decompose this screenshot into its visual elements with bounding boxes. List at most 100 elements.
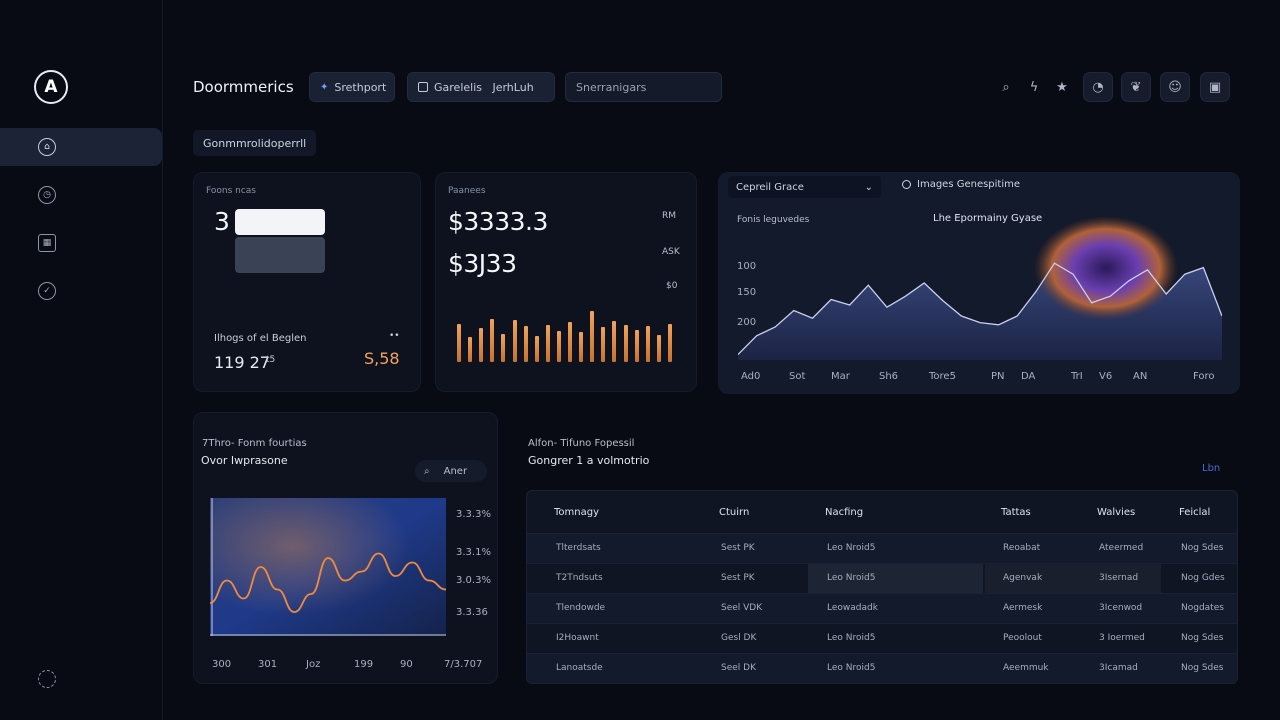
- table-cell: Nog Sdes: [1181, 633, 1224, 643]
- x-tick: Sh6: [879, 371, 899, 382]
- table-cell: Nogdates: [1181, 603, 1224, 613]
- y-tick: 200: [737, 317, 757, 328]
- gift-icon[interactable]: ❦: [1121, 72, 1151, 102]
- bar: [501, 334, 505, 362]
- column-header[interactable]: Walvies: [1097, 507, 1136, 518]
- table-cell: Aeemmuk: [1003, 663, 1049, 673]
- bar: [457, 324, 461, 362]
- stat-value-primary: $3333.3: [448, 207, 548, 236]
- bar: [590, 311, 594, 362]
- x-tick: 301: [258, 659, 278, 670]
- search-field[interactable]: Snerranigars: [565, 72, 722, 102]
- image-blob: [1034, 216, 1178, 320]
- table-cell: Reoabat: [1003, 543, 1041, 553]
- bar: [624, 325, 628, 362]
- table-cell: Seel VDK: [721, 603, 763, 613]
- x-tick: Tore5: [929, 371, 956, 382]
- bar: [635, 330, 639, 362]
- x-tick: Joz: [306, 659, 321, 670]
- bar: [601, 327, 605, 362]
- tab-label: Images Genespitime: [917, 179, 1021, 190]
- table-cell: Peoolout: [1003, 633, 1042, 643]
- sidebar-item-settings[interactable]: [0, 660, 162, 698]
- bolt-icon[interactable]: ϟ: [1029, 79, 1039, 95]
- section-label: Gonmmrolidoperrll: [193, 130, 317, 156]
- table-row[interactable]: I2Hoawnt Gesl DK Leo Nroid5 Peoolout 3 Ioerm…: [527, 623, 1237, 653]
- table-cell: Sest PK: [721, 573, 755, 583]
- table-cell: Seel DK: [721, 663, 756, 673]
- search-placeholder: Snerranigars: [576, 80, 647, 94]
- sidebar-item-history[interactable]: ◷: [0, 176, 162, 214]
- tab-report[interactable]: ✦ Srethport: [309, 72, 395, 102]
- bar: [468, 337, 472, 362]
- table-cell: Ateermed: [1099, 543, 1144, 553]
- tab-image-generation[interactable]: Images Genespitime: [902, 179, 1020, 190]
- grid-icon[interactable]: ▣: [1200, 72, 1230, 102]
- stat-card-1: Foons ncas 3 Ilhogs of el Beglen •• 119 …: [193, 172, 421, 392]
- chart-search-button[interactable]: ⌕ Aner: [415, 460, 487, 482]
- x-tick: 7/3.707: [444, 659, 483, 670]
- sidebar-item-home[interactable]: ⌂: [0, 128, 162, 166]
- search-label: Aner: [443, 465, 468, 477]
- tab-categories[interactable]: Garelelis JerhLuh: [407, 72, 555, 102]
- sidebar-item-calendar[interactable]: ▦: [0, 224, 162, 262]
- table-cell: Leo Nroid5: [827, 573, 876, 583]
- app-logo[interactable]: A: [34, 70, 68, 104]
- table-link[interactable]: Lbn: [1202, 463, 1221, 474]
- x-tick: AN: [1133, 371, 1148, 382]
- table-cell: Gesl DK: [721, 633, 757, 643]
- line-chart: [210, 498, 446, 636]
- clock-icon: ◷: [38, 186, 56, 204]
- check-icon: ✓: [38, 282, 56, 300]
- column-header[interactable]: Tomnagy: [554, 507, 599, 518]
- tab-label: Garelelis JerhLuh: [434, 80, 534, 94]
- bar: [490, 319, 494, 362]
- bar: [646, 326, 650, 362]
- table-row[interactable]: Lanoatsde Seel DK Leo Nroid5 Aeemmuk 3Icamad…: [527, 653, 1237, 683]
- area-fill: [738, 263, 1222, 360]
- star-icon[interactable]: ★: [1056, 79, 1068, 95]
- settings-icon: [38, 670, 56, 688]
- chart-select-dropdown[interactable]: Cepreil Grace ⌄: [728, 176, 881, 198]
- sub-unit: t5: [266, 355, 276, 365]
- table-row[interactable]: Tlterdsats Sest PK Leo Nroid5 Reoabat Ateerm…: [527, 533, 1237, 563]
- bar: [612, 321, 616, 362]
- column-header[interactable]: Tattas: [1001, 507, 1031, 518]
- app-title: Doormmerics: [193, 78, 294, 96]
- table-cell: Aermesk: [1003, 603, 1043, 613]
- table-cell: Tlterdsats: [556, 543, 601, 553]
- table-cell: 3Icenwod: [1099, 603, 1143, 613]
- x-tick: Foro: [1193, 371, 1215, 382]
- axis-label: RM: [662, 211, 677, 221]
- search-icon: ⌕: [424, 465, 430, 477]
- table-cell: Nog Gdes: [1181, 573, 1225, 583]
- emoji-icon[interactable]: ☺: [1160, 72, 1190, 102]
- x-tick: V6: [1099, 371, 1113, 382]
- column-header[interactable]: Nacfing: [825, 507, 864, 518]
- column-header[interactable]: Feiclal: [1179, 507, 1211, 518]
- bar: [513, 320, 517, 362]
- cell-highlight: [985, 564, 1161, 594]
- table-cell: Leo Nroid5: [827, 663, 876, 673]
- x-tick: Ad0: [741, 371, 761, 382]
- column-header[interactable]: Ctuirn: [719, 507, 750, 518]
- accent-value: S,58: [364, 349, 400, 368]
- stat-label: Paanees: [448, 186, 486, 196]
- y-tick: 3.3.36: [456, 607, 488, 618]
- bar: [568, 322, 572, 362]
- bar: [535, 336, 539, 362]
- home-icon: ⌂: [38, 138, 56, 156]
- table-row[interactable]: Tlendowde Seel VDK Leowadadk Aermesk 3Icenwo…: [527, 593, 1237, 623]
- sidebar-item-tasks[interactable]: ✓: [0, 272, 162, 310]
- bar: [579, 332, 583, 362]
- table-cell: 3 Ioermed: [1099, 633, 1145, 643]
- x-tick: 300: [212, 659, 232, 670]
- table-header: Alfon- Tifuno Fopessil: [528, 438, 635, 449]
- search-icon[interactable]: ⌕: [1002, 79, 1010, 95]
- clock-icon[interactable]: ◔: [1083, 72, 1113, 102]
- x-tick: 90: [400, 659, 413, 670]
- bar: [479, 328, 483, 362]
- y-tick: 3.3.3%: [456, 509, 491, 520]
- chart-title: Lhe Epormainy Gyase: [933, 213, 1043, 224]
- table-row[interactable]: T2Tndsuts Sest PK Leo Nroid5 Agenvak 3Iserna…: [527, 563, 1237, 594]
